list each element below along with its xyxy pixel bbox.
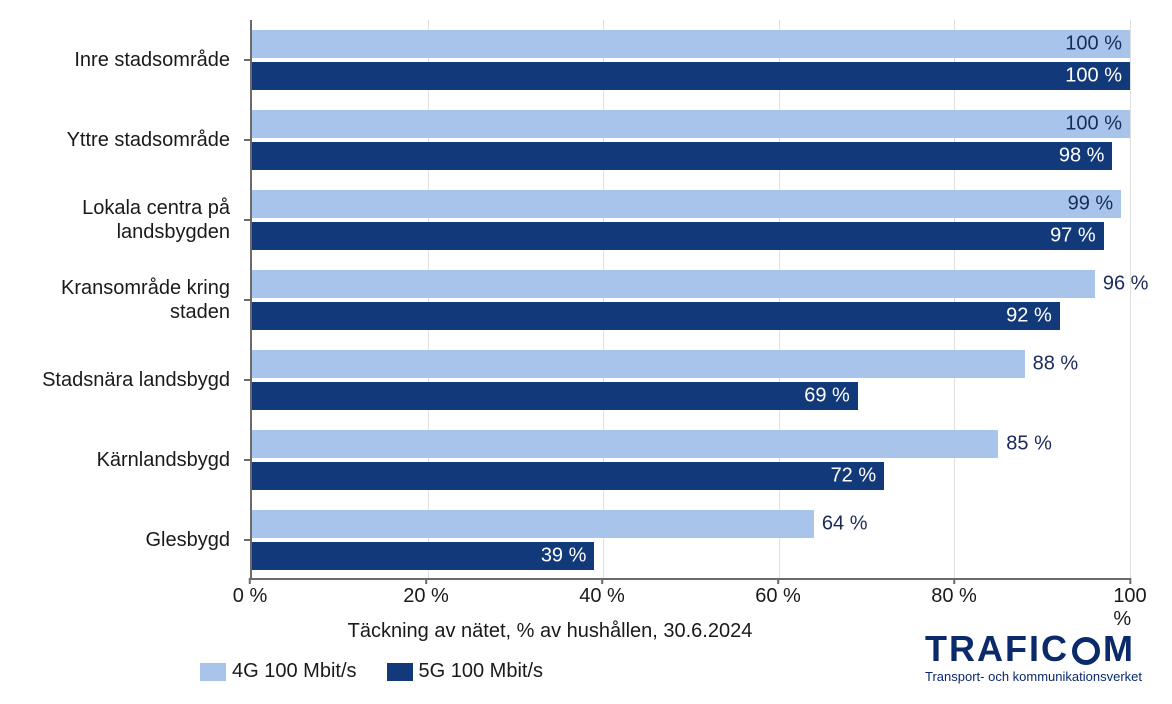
bar-value-label: 99 %: [1068, 193, 1114, 216]
category-labels: Inre stadsområde Yttre stadsområde Lokala …: [0, 20, 240, 580]
x-tick: 20 %: [403, 585, 449, 608]
bar-value-label: 72 %: [831, 465, 877, 488]
y-tick-mark: [244, 59, 250, 61]
bar-value-label: 96 %: [1103, 273, 1149, 296]
x-tick: 100 %: [1113, 585, 1146, 631]
bar-5g: 97 %: [252, 222, 1104, 250]
gridline: [779, 20, 780, 578]
gridline: [954, 20, 955, 578]
gridline: [603, 20, 604, 578]
legend: 4G 100 Mbit/s 5G 100 Mbit/s: [200, 660, 543, 683]
x-tick: 40 %: [579, 585, 625, 608]
bar-value-label: 69 %: [804, 385, 850, 408]
x-axis-title: Täckning av nätet, % av hushållen, 30.6.…: [250, 620, 850, 643]
bar-5g: 100 %: [252, 62, 1130, 90]
legend-swatch-4g: [200, 663, 226, 681]
bar-4g: 100 %: [252, 30, 1130, 58]
legend-item-5g: 5G 100 Mbit/s: [387, 660, 544, 683]
category-label: Kransområde kringstaden: [0, 276, 230, 324]
y-tick-mark: [244, 539, 250, 541]
legend-swatch-5g: [387, 663, 413, 681]
brand-text-1: TRAFIC: [925, 631, 1069, 667]
category-label: Kärnlandsbygd: [0, 448, 230, 472]
y-tick-mark: [244, 219, 250, 221]
bar-4g: 96 %: [252, 270, 1095, 298]
chart-area: 100 % 100 % 100 % 98 % 99 % 97 % 96 % 92 % 88 % 6…: [250, 20, 1130, 580]
x-tick: 60 %: [755, 585, 801, 608]
brand-name: TRAFIC M: [925, 631, 1142, 667]
gridline: [428, 20, 429, 578]
bar-5g: 69 %: [252, 382, 858, 410]
bar-4g: 99 %: [252, 190, 1121, 218]
legend-label-5g: 5G 100 Mbit/s: [419, 660, 544, 683]
bar-value-label: 97 %: [1050, 225, 1096, 248]
x-tick: 0 %: [233, 585, 267, 608]
legend-label-4g: 4G 100 Mbit/s: [232, 660, 357, 683]
bar-5g: 92 %: [252, 302, 1060, 330]
gridline: [1130, 20, 1131, 578]
bar-value-label: 98 %: [1059, 145, 1105, 168]
bar-value-label: 64 %: [822, 513, 868, 536]
bar-value-label: 88 %: [1033, 353, 1079, 376]
plot-region: 100 % 100 % 100 % 98 % 99 % 97 % 96 % 92 % 88 % 6…: [250, 20, 1130, 580]
category-label: Lokala centra pålandsbygden: [0, 196, 230, 244]
bar-4g: 85 %: [252, 430, 998, 458]
bar-value-label: 100 %: [1065, 65, 1122, 88]
bar-value-label: 85 %: [1006, 433, 1052, 456]
brand-text-2: M: [1103, 631, 1135, 667]
category-label: Stadsnära landsbygd: [0, 368, 230, 392]
x-axis-ticks: 0 %20 %40 %60 %80 %100 %: [250, 585, 1130, 615]
bar-4g: 88 %: [252, 350, 1025, 378]
category-label: Inre stadsområde: [0, 48, 230, 72]
legend-item-4g: 4G 100 Mbit/s: [200, 660, 357, 683]
y-tick-mark: [244, 459, 250, 461]
y-tick-mark: [244, 299, 250, 301]
bar-5g: 98 %: [252, 142, 1112, 170]
bar-value-label: 100 %: [1065, 33, 1122, 56]
bar-4g: 100 %: [252, 110, 1130, 138]
bar-4g: 64 %: [252, 510, 814, 538]
y-tick-mark: [244, 379, 250, 381]
category-label: Glesbygd: [0, 528, 230, 552]
brand-circle-icon: [1072, 637, 1100, 665]
bar-value-label: 100 %: [1065, 113, 1122, 136]
bar-5g: 39 %: [252, 542, 594, 570]
bar-value-label: 39 %: [541, 545, 587, 568]
y-tick-mark: [244, 139, 250, 141]
bar-value-label: 92 %: [1006, 305, 1052, 328]
brand-logo: TRAFIC M Transport- och kommunikationsve…: [925, 631, 1142, 684]
bar-5g: 72 %: [252, 462, 884, 490]
brand-subtitle: Transport- och kommunikationsverket: [925, 669, 1142, 684]
category-label: Yttre stadsområde: [0, 128, 230, 152]
x-tick: 80 %: [931, 585, 977, 608]
